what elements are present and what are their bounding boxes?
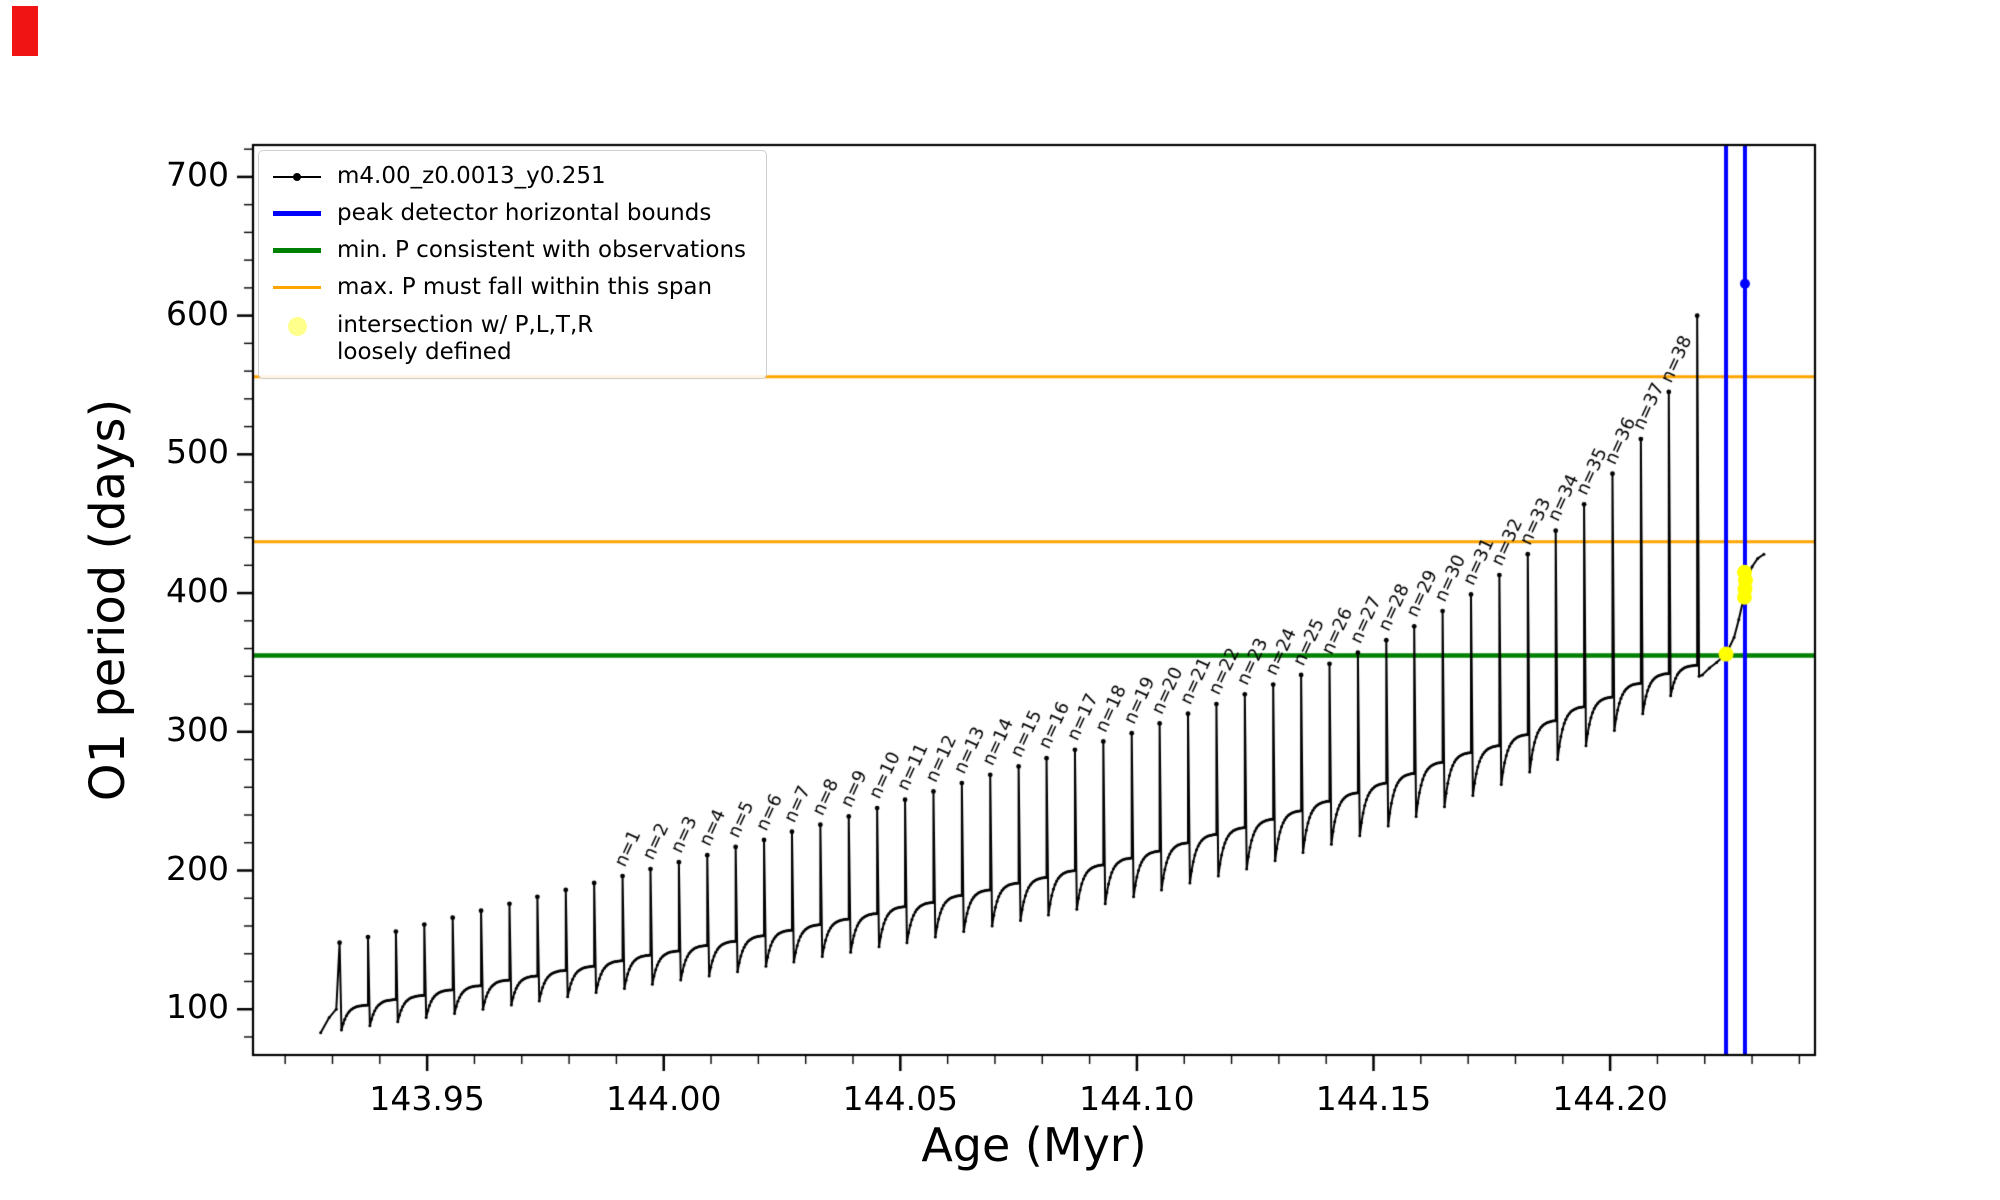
legend-label: max. P must fall within this span	[337, 274, 713, 301]
legend-entry: max. P must fall within this span	[273, 274, 746, 301]
legend-entry: intersection w/ P,L,T,R loosely defined	[273, 312, 746, 366]
legend-entry: min. P consistent with observations	[273, 237, 746, 264]
legend-label: peak detector horizontal bounds	[337, 200, 712, 227]
x-axis-label: Age (Myr)	[921, 1118, 1147, 1172]
legend-line-icon	[273, 201, 321, 227]
legend-marker-icon	[273, 314, 321, 340]
x-tick-label: 144.10	[1079, 1079, 1195, 1118]
y-tick-label: 400	[166, 571, 229, 611]
x-tick-label: 144.00	[605, 1079, 722, 1118]
y-axis-label: O1 period (days)	[80, 398, 136, 802]
legend-line-icon	[273, 275, 321, 301]
y-tick-label: 500	[166, 432, 229, 472]
legend-label: intersection w/ P,L,T,R loosely defined	[337, 311, 594, 365]
legend-entry: m4.00_z0.0013_y0.251	[273, 163, 746, 190]
legend-entry: peak detector horizontal bounds	[273, 200, 746, 227]
y-tick-label: 600	[166, 293, 229, 333]
red-marker	[12, 6, 38, 56]
x-tick-label: 143.95	[369, 1079, 485, 1118]
x-tick-label: 144.20	[1552, 1079, 1668, 1118]
y-tick-label: 100	[166, 987, 229, 1027]
legend-line-icon	[273, 238, 321, 264]
legend-label: min. P consistent with observations	[337, 237, 747, 264]
y-tick-label: 300	[166, 709, 229, 749]
legend-line-icon	[273, 164, 321, 190]
y-tick-label: 700	[166, 154, 229, 194]
x-tick-label: 144.05	[842, 1079, 959, 1118]
legend-label: m4.00_z0.0013_y0.251	[337, 163, 606, 189]
x-tick-label: 144.15	[1315, 1079, 1432, 1118]
y-tick-label: 200	[166, 848, 229, 888]
